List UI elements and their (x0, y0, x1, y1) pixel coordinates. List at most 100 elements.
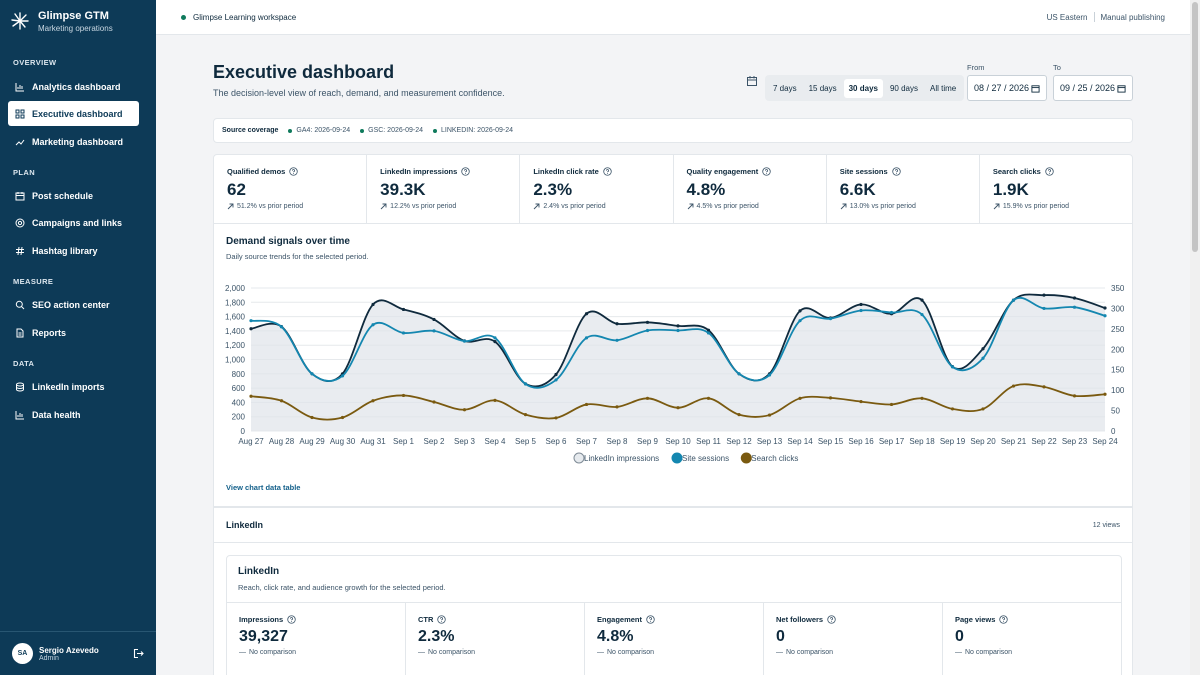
search-clicks-point (676, 406, 680, 410)
x-tick-label: Sep 6 (546, 437, 567, 446)
logout-icon[interactable] (133, 648, 144, 659)
burst-logo-icon (11, 12, 29, 30)
document-icon (16, 328, 24, 337)
site-sessions-point (249, 319, 253, 323)
trend-icon (15, 139, 25, 145)
help-icon[interactable] (646, 615, 655, 624)
x-tick-label: Sep 19 (940, 437, 966, 446)
sidebar-item-label: Executive dashboard (32, 108, 123, 119)
metric-value: 0 (776, 628, 785, 645)
metric-note-text: No comparison (965, 649, 1013, 656)
workspace-status-dot (181, 14, 186, 20)
scrollbar-thumb[interactable] (1192, 2, 1198, 252)
sidebar-item-hashtag-library[interactable]: Hashtag library (8, 238, 139, 263)
sidebar-item-label: LinkedIn imports (32, 381, 105, 392)
search-clicks-point (554, 416, 558, 420)
sidebar-item-reports[interactable]: Reports (8, 320, 139, 345)
nav-section-overview: OVERVIEW (13, 58, 57, 67)
help-icon[interactable] (437, 615, 447, 624)
brand[interactable]: Glimpse GTM Marketing operations (0, 0, 156, 44)
chart-subtitle: Daily source trends for the selected per… (226, 252, 369, 261)
help-icon[interactable] (999, 615, 1009, 624)
y-left-tick-label: 200 (232, 413, 246, 422)
search-clicks-legend-label: Search clicks (751, 454, 798, 463)
search-clicks-point (371, 399, 375, 403)
range-90-days-button[interactable]: 90 days (889, 83, 918, 93)
view-chart-data-table-link[interactable]: View chart data table (226, 483, 301, 492)
range-7-days-button[interactable]: 7 days (773, 83, 797, 93)
help-icon[interactable] (461, 167, 470, 176)
workspace-name[interactable]: Glimpse Learning workspace (193, 12, 297, 22)
source-coverage-bar: Source coverage GA4: 2026-09-24 GSC: 202… (213, 118, 1133, 143)
kpi-delta-text: 2.4% vs prior period (543, 203, 606, 210)
search-clicks-point (1042, 385, 1046, 389)
help-icon[interactable] (603, 167, 612, 176)
sidebar-item-seo-action-center[interactable]: SEO action center (8, 292, 139, 317)
kpi-delta: 2.4% vs prior period (533, 203, 659, 210)
help-icon[interactable] (827, 615, 836, 624)
kpi-label-text: LinkedIn impressions (380, 167, 458, 176)
metric-value: 2.3% (418, 628, 455, 645)
linkedin-impressions-area (251, 294, 1105, 431)
search-clicks-point (798, 396, 802, 400)
site-sessions-point (554, 378, 558, 382)
arrow-up-right-icon (380, 203, 387, 210)
to-date-input[interactable]: 09 / 25 / 2026 (1053, 75, 1133, 101)
site-sessions-point (279, 325, 284, 329)
date-range-selector: 7 days 15 days 30 days 90 days All time (765, 75, 965, 101)
search-clicks-point (432, 400, 436, 404)
metric-label-text: Impressions (239, 615, 284, 624)
page-scrollbar[interactable] (1190, 0, 1200, 675)
help-icon[interactable] (1045, 167, 1054, 176)
linkedin-section-title: LinkedIn (226, 520, 264, 530)
kpi-label: LinkedIn impressions (380, 167, 506, 176)
sidebar-item-campaigns-and-links[interactable]: Campaigns and links (8, 210, 139, 235)
arrow-up-right-icon (687, 203, 693, 210)
arrow-up-right-icon (840, 203, 847, 210)
y-right-tick-label: 100 (1111, 386, 1125, 395)
help-icon[interactable] (762, 167, 771, 176)
site-sessions-point (523, 382, 528, 386)
metric-note: — No comparison (955, 649, 1109, 656)
sidebar-item-post-schedule[interactable]: Post schedule (8, 183, 139, 208)
kpi-delta: 15.9% vs prior period (993, 203, 1119, 210)
nav-section-data: DATA (13, 359, 35, 368)
range-all-time-button[interactable]: All time (930, 83, 957, 93)
range-15-days-button[interactable]: 15 days (808, 83, 837, 93)
help-icon[interactable] (891, 167, 901, 176)
arrow-up-right-icon (227, 203, 234, 210)
search-clicks-point (767, 413, 772, 417)
sidebar-item-linkedin-imports[interactable]: LinkedIn imports (8, 374, 139, 399)
range-30-days-button[interactable]: 30 days (843, 78, 883, 98)
site-sessions-point (1011, 298, 1016, 302)
metric-note-text: No comparison (786, 649, 834, 656)
metric-note: — No comparison (239, 649, 393, 656)
metric-note: — No comparison (776, 649, 930, 656)
calendar-icon[interactable] (1117, 84, 1126, 93)
sidebar-item-marketing-dashboard[interactable]: Marketing dashboard (8, 129, 139, 154)
sidebar-item-data-health[interactable]: Data health (8, 402, 139, 427)
site-sessions-point (706, 331, 711, 335)
metric-label: Impressions (239, 615, 393, 624)
x-tick-label: Sep 3 (454, 437, 475, 446)
chart-title: Demand signals over time (226, 236, 350, 247)
search-clicks-point (1011, 384, 1016, 388)
linkedin-metric-card: Impressions 39,327 — No comparison (227, 603, 406, 675)
sidebar-item-executive-dashboard[interactable]: Executive dashboard (8, 101, 139, 126)
from-date-input[interactable]: 08 / 27 / 2026 (967, 75, 1047, 101)
kpi-value: 2.3% (533, 180, 573, 199)
help-icon[interactable] (287, 615, 296, 624)
site-sessions-point (340, 374, 345, 378)
linkedin-impressions-point (1042, 293, 1046, 297)
avatar[interactable]: SA (12, 643, 33, 664)
linkedin-impressions-point (554, 372, 558, 377)
calendar-icon[interactable] (1031, 84, 1040, 93)
help-icon[interactable] (289, 167, 299, 176)
linkedin-section-header[interactable]: LinkedIn 12 views (213, 507, 1133, 543)
demand-chart-card: Demand signals over time Daily source tr… (213, 224, 1133, 507)
kpi-card: Search clicks 1.9K 15.9% vs prior period (980, 155, 1132, 223)
search-clicks-point (523, 413, 528, 417)
sidebar-item-analytics-dashboard[interactable]: Analytics dashboard (8, 74, 139, 99)
metric-label: Net followers (776, 615, 930, 624)
x-tick-label: Aug 31 (360, 437, 386, 446)
